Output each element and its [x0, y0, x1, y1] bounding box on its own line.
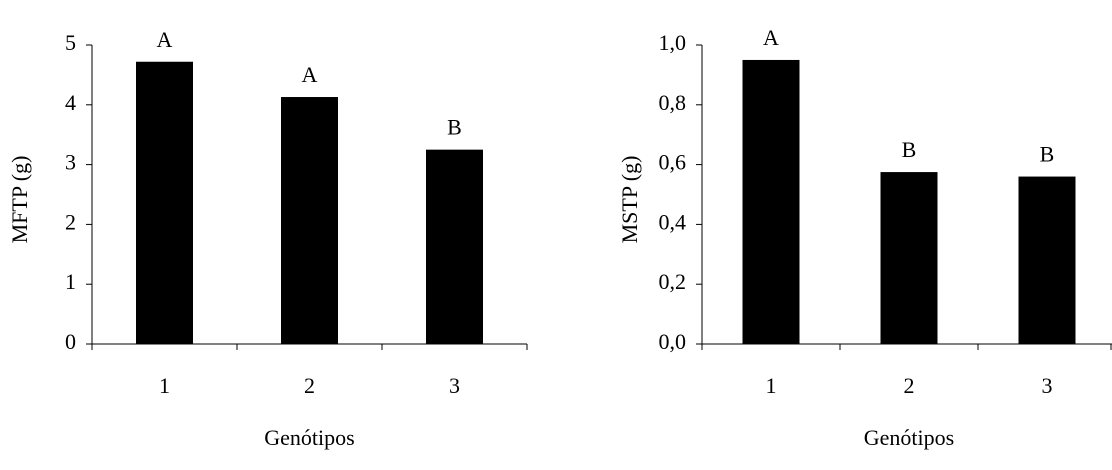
x-tick-label: 2 — [904, 373, 915, 398]
bar-annotation: A — [302, 62, 318, 87]
x-tick-label: 1 — [159, 373, 170, 398]
bar-annotation: B — [447, 115, 462, 140]
x-axis-title: Genótipos — [264, 425, 354, 450]
y-axis-title: MSTP (g) — [617, 156, 642, 244]
bar — [281, 97, 338, 344]
bar — [426, 149, 483, 344]
bar-annotation: B — [1040, 142, 1055, 167]
y-tick-label: 0,6 — [659, 150, 687, 175]
y-tick-label: 4 — [65, 90, 76, 115]
y-tick-label: 2 — [65, 209, 76, 234]
bar — [742, 59, 800, 344]
bar-annotation: B — [902, 137, 917, 162]
x-tick-label: 3 — [449, 373, 460, 398]
bar — [880, 172, 938, 344]
y-tick-label: 0,8 — [659, 90, 687, 115]
x-tick-label: 2 — [304, 373, 315, 398]
x-axis-title: Genótipos — [864, 425, 954, 450]
y-tick-label: 0,0 — [659, 329, 687, 354]
y-tick-label: 1,0 — [659, 30, 687, 55]
x-tick-label: 1 — [766, 373, 777, 398]
x-tick-label: 3 — [1042, 373, 1053, 398]
y-tick-label: 0 — [65, 329, 76, 354]
y-tick-label: 5 — [65, 30, 76, 55]
y-tick-label: 0,4 — [659, 209, 687, 234]
y-tick-label: 3 — [65, 150, 76, 175]
bar — [1018, 176, 1076, 344]
y-axis-title: MFTP (g) — [7, 156, 32, 244]
bar-annotation: A — [763, 25, 779, 50]
bar — [136, 61, 193, 345]
bar-annotation: A — [157, 27, 173, 52]
y-tick-label: 0,2 — [659, 269, 687, 294]
y-tick-label: 1 — [65, 269, 76, 294]
